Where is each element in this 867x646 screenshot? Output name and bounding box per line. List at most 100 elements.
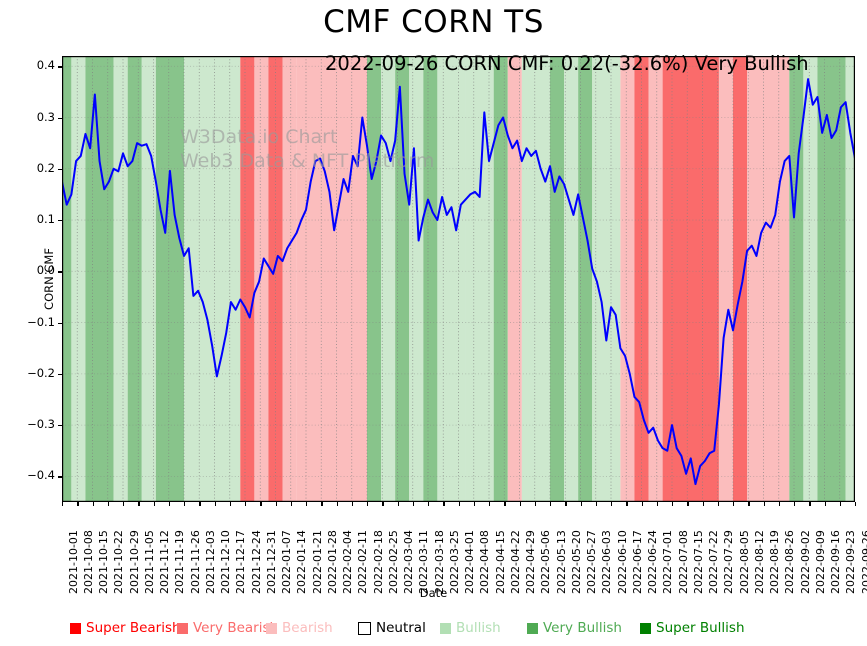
x-tick-label: 2022-08-12 (752, 530, 766, 594)
x-tick-mark (245, 502, 247, 506)
y-tick-label: 0.4 (36, 58, 55, 73)
x-tick-mark (351, 502, 354, 506)
x-tick-mark (428, 502, 430, 506)
y-tick-label: −0.2 (27, 365, 55, 380)
x-tick-label: 2021-10-22 (112, 530, 126, 594)
x-tick-label: 2022-04-08 (478, 530, 492, 594)
x-tick-mark (550, 502, 552, 506)
x-tick-label: 2022-09-09 (813, 530, 827, 594)
x-tick-label: 2022-06-24 (646, 530, 659, 594)
y-tick-label: 0.2 (36, 160, 55, 175)
y-tick-label: −0.1 (27, 314, 55, 329)
x-tick-label: 2022-07-29 (722, 530, 736, 594)
legend-swatch-icon (177, 622, 188, 634)
x-tick-mark (199, 502, 201, 506)
x-tick-label: 2022-02-04 (341, 530, 354, 594)
legend-item-very-bullish[interactable]: Very Bullish (527, 617, 622, 639)
x-tick-label: 2022-02-11 (356, 530, 370, 594)
current-value-annotation: 2022-09-26 CORN CMF: 0.22(-32.6%) Very B… (325, 52, 809, 75)
x-tick-label: 2021-12-31 (264, 530, 278, 594)
x-tick-mark (489, 502, 491, 506)
x-tick-label: 2021-12-10 (219, 530, 232, 594)
x-tick-mark (92, 502, 94, 506)
x-tick-label: 2022-08-05 (737, 530, 751, 594)
y-tick-mark (58, 425, 62, 427)
legend-item-neutral[interactable]: Neutral (358, 617, 426, 639)
x-tick-mark (443, 502, 445, 506)
x-tick-label: 2022-03-25 (447, 530, 461, 594)
x-tick-mark (184, 502, 186, 506)
x-tick-mark (824, 502, 826, 506)
x-tick-label: 2022-09-16 (829, 530, 842, 594)
x-tick-label: 2022-07-15 (691, 530, 705, 594)
legend-swatch-icon (266, 622, 277, 634)
x-tick-label: 2022-07-01 (661, 530, 675, 594)
legend-label: Neutral (376, 620, 426, 636)
background-bands (62, 56, 855, 502)
x-tick-mark (107, 502, 110, 506)
x-tick-mark (123, 502, 125, 506)
x-tick-mark (168, 502, 171, 506)
legend: Super Bearish Very Bearish Bearish Neutral B… (0, 617, 867, 643)
x-tick-label: 2022-03-11 (417, 530, 431, 594)
x-tick-label: 2022-01-21 (310, 530, 324, 594)
y-axis-label: CORN CMF (41, 248, 56, 310)
y-tick-mark (58, 117, 62, 119)
x-tick-mark (656, 502, 659, 506)
x-tick-label: 2022-05-13 (554, 530, 568, 594)
x-tick-mark (306, 502, 308, 506)
x-tick-label: 2022-06-03 (600, 530, 614, 594)
x-tick-label: 2021-12-03 (203, 530, 217, 594)
x-tick-mark (855, 502, 857, 506)
y-tick-label: 0.0 (36, 263, 55, 278)
legend-item-very-bearish[interactable]: Very Bearish (177, 617, 278, 639)
x-tick-mark (672, 502, 674, 506)
legend-item-bearish[interactable]: Bearish (266, 617, 333, 639)
x-tick-mark (504, 502, 506, 506)
x-tick-label: 2022-06-10 (615, 530, 629, 594)
gridlines (62, 56, 855, 502)
watermark-line-2: Web3 Data & NFT Platform (180, 150, 435, 172)
x-tick-label: 2022-07-08 (676, 530, 690, 594)
x-tick-label: 2022-08-19 (768, 530, 781, 594)
watermark-line-1: W3Data.io Chart (180, 126, 338, 148)
x-tick-label: 2022-02-18 (371, 530, 385, 594)
y-tick-mark (58, 476, 62, 478)
x-tick-label: 2021-10-08 (81, 530, 95, 594)
legend-swatch-icon (70, 622, 81, 634)
x-tick-label: 2022-04-22 (508, 530, 522, 594)
x-tick-label: 2021-11-26 (188, 530, 202, 594)
x-tick-mark (595, 502, 598, 506)
x-tick-label: 2022-06-17 (630, 530, 644, 594)
x-tick-label: 2021-11-19 (173, 530, 187, 594)
x-tick-mark (748, 502, 750, 506)
x-tick-label: 2022-02-25 (386, 530, 400, 594)
x-tick-label: 2021-10-29 (127, 530, 141, 594)
x-tick-mark (809, 502, 811, 506)
x-tick-mark (62, 502, 64, 506)
legend-item-super-bearish[interactable]: Super Bearish (70, 617, 181, 639)
x-tick-mark (367, 502, 369, 506)
x-tick-mark (275, 502, 277, 506)
x-tick-mark (717, 502, 720, 506)
legend-label: Bearish (282, 620, 333, 636)
x-tick-mark (290, 502, 293, 506)
page-title: CMF CORN TS (323, 4, 544, 40)
x-tick-label: 2022-01-28 (325, 530, 339, 594)
legend-item-bullish[interactable]: Bullish (440, 617, 501, 639)
y-tick-mark (58, 322, 62, 324)
x-tick-label: 2022-05-27 (585, 530, 598, 594)
legend-label: Very Bullish (543, 620, 622, 636)
x-tick-label: 2022-09-23 (844, 530, 858, 594)
legend-label: Super Bearish (86, 620, 181, 636)
x-tick-label: 2022-07-22 (707, 530, 720, 594)
x-tick-mark (641, 502, 643, 506)
x-tick-label: 2022-04-15 (493, 530, 507, 594)
x-tick-label: 2022-09-02 (798, 530, 812, 594)
legend-item-super-bullish[interactable]: Super Bullish (640, 617, 745, 639)
legend-swatch-icon (527, 622, 538, 634)
legend-label: Very Bearish (193, 620, 279, 636)
x-tick-mark (77, 502, 79, 506)
x-tick-mark (412, 502, 415, 506)
